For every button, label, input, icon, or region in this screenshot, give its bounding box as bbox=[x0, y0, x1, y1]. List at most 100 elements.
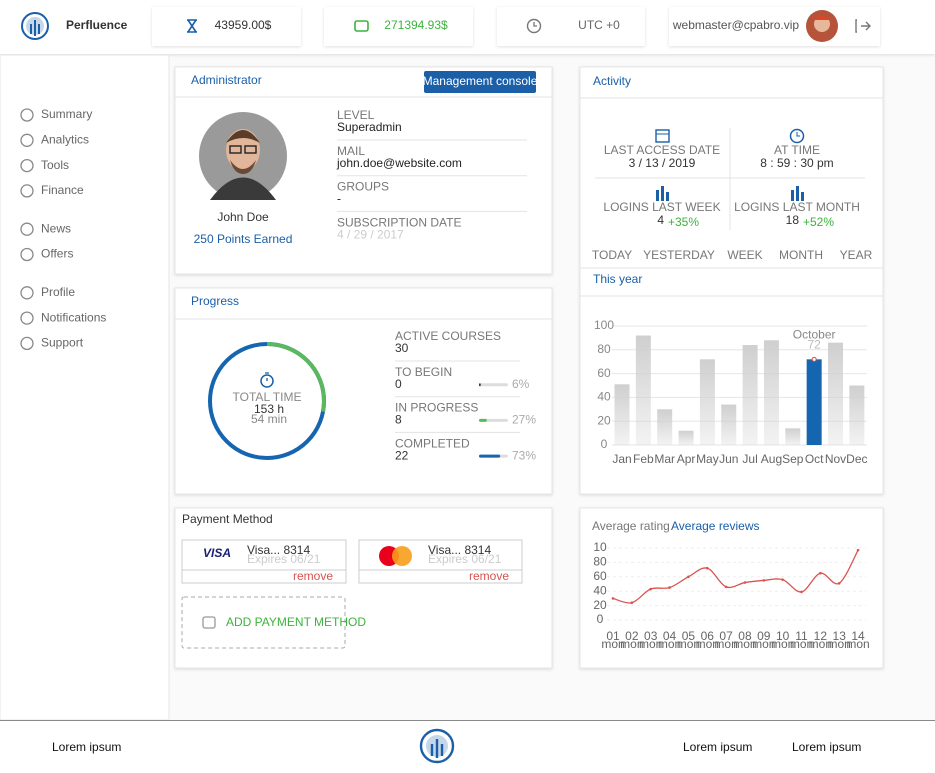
total-sub: 54 min bbox=[251, 412, 287, 426]
point bbox=[837, 581, 841, 585]
nav-item[interactable]: Support bbox=[41, 336, 84, 350]
footer-link[interactable]: Lorem ipsum bbox=[52, 740, 121, 754]
wallet-box bbox=[324, 7, 473, 46]
footer-logo bbox=[419, 728, 455, 764]
x-tick-label: 06 bbox=[701, 629, 715, 643]
card-remove[interactable]: remove bbox=[293, 569, 333, 583]
stat-label: AT TIME bbox=[774, 143, 820, 157]
tab[interactable]: Average rating bbox=[592, 519, 670, 533]
chart-icon bbox=[656, 186, 669, 201]
y-tick-label: 0 bbox=[597, 612, 604, 626]
footer bbox=[0, 720, 935, 768]
y-tick-label: 80 bbox=[593, 555, 607, 569]
x-tick-label: 09 bbox=[757, 629, 771, 643]
x-tick-label: 03 bbox=[644, 629, 658, 643]
tab[interactable]: Average reviews bbox=[671, 519, 760, 533]
wallet-icon bbox=[202, 616, 216, 629]
logo[interactable] bbox=[21, 12, 49, 40]
nav-item[interactable]: News bbox=[41, 221, 71, 235]
progress-percent: 6% bbox=[512, 377, 530, 391]
tab[interactable]: TODAY bbox=[592, 248, 632, 262]
tab[interactable]: YESTERDAY bbox=[643, 248, 715, 262]
x-tick-sublabel: mon bbox=[658, 637, 681, 651]
card-expires: Expires 06/21 bbox=[428, 552, 502, 566]
card-logo bbox=[392, 546, 412, 566]
point bbox=[687, 575, 690, 579]
nav-icon bbox=[20, 133, 34, 147]
rating-chart: Average rating Average reviews02040608010… bbox=[592, 519, 870, 651]
brand: Perfluence bbox=[66, 18, 128, 32]
field-label: SUBSCRIPTION DATE bbox=[337, 215, 461, 229]
tab[interactable]: MONTH bbox=[779, 248, 823, 262]
nav-item[interactable]: Analytics bbox=[41, 132, 89, 146]
email[interactable]: webmaster@cpabro.vip bbox=[672, 18, 800, 32]
nav-item[interactable]: Tools bbox=[41, 158, 69, 172]
y-tick-label: 40 bbox=[593, 583, 607, 597]
footer-link[interactable]: Lorem ipsum bbox=[792, 740, 861, 754]
user-avatar[interactable] bbox=[806, 10, 838, 42]
add-payment-label[interactable]: ADD PAYMENT METHOD bbox=[226, 615, 366, 629]
tab[interactable]: WEEK bbox=[727, 248, 762, 262]
x-tick-label: Sep bbox=[782, 452, 804, 466]
x-tick-label: 10 bbox=[776, 629, 790, 643]
x-tick-label: Dec bbox=[846, 452, 867, 466]
bar bbox=[742, 345, 758, 445]
point bbox=[649, 587, 652, 591]
x-tick-label: May bbox=[696, 452, 719, 466]
marker bbox=[811, 356, 817, 362]
nav-item[interactable]: Summary bbox=[41, 107, 92, 121]
clock-icon bbox=[526, 18, 542, 34]
x-tick-sublabel: mon bbox=[771, 637, 794, 651]
tab[interactable]: YEAR bbox=[840, 248, 873, 262]
bar bbox=[721, 404, 737, 445]
add-payment[interactable] bbox=[181, 596, 346, 649]
bar bbox=[657, 409, 673, 445]
stat-value: 0 bbox=[395, 377, 402, 391]
nav-item[interactable]: Notifications bbox=[41, 310, 106, 324]
time-icon bbox=[789, 128, 805, 144]
point bbox=[743, 581, 747, 584]
y-tick-label: 20 bbox=[593, 598, 607, 612]
nav: Summary Analytics Tools Finance News Offers Pr… bbox=[20, 107, 106, 351]
x-tick-sublabel: mon bbox=[601, 637, 624, 651]
stat-label: COMPLETED bbox=[395, 436, 470, 450]
stat-value: 18 bbox=[786, 213, 800, 227]
stat-change: +52% bbox=[803, 215, 834, 229]
nav-item[interactable]: Offers bbox=[41, 247, 73, 261]
x-tick-label: 01 bbox=[606, 629, 620, 643]
x-tick-sublabel: mon bbox=[752, 637, 775, 651]
point bbox=[668, 586, 671, 589]
x-tick-label: 11 bbox=[795, 629, 808, 643]
point bbox=[856, 548, 860, 552]
x-tick-label: Apr bbox=[677, 452, 696, 466]
x-tick-sublabel: mon bbox=[620, 637, 643, 651]
console-button[interactable] bbox=[424, 71, 536, 93]
tooltip-value: 72 bbox=[807, 337, 821, 351]
x-tick-sublabel: mon bbox=[809, 637, 832, 651]
stat-label: LAST ACCESS DATE bbox=[604, 143, 720, 157]
x-tick-label: Aug bbox=[761, 452, 782, 466]
x-tick-label: 12 bbox=[814, 629, 828, 643]
nav-item[interactable]: Finance bbox=[41, 183, 84, 197]
x-tick-sublabel: mon bbox=[828, 637, 851, 651]
card-remove[interactable]: remove bbox=[469, 569, 509, 583]
x-tick-sublabel: mon bbox=[846, 637, 869, 651]
total-label: TOTAL TIME bbox=[233, 390, 302, 404]
nav-item[interactable]: Profile bbox=[41, 285, 75, 299]
progress-panel bbox=[174, 287, 553, 495]
panel-title: Progress bbox=[191, 294, 239, 308]
card[interactable] bbox=[181, 539, 347, 584]
timezone: UTC +0 bbox=[578, 18, 620, 32]
panel-title: Payment Method bbox=[182, 512, 273, 526]
console-button-label[interactable]: Management console bbox=[423, 74, 538, 88]
chart-icon bbox=[791, 186, 804, 201]
logout-icon[interactable] bbox=[855, 19, 871, 33]
bar bbox=[614, 384, 630, 445]
hourglass-icon bbox=[187, 19, 197, 33]
admin-name: John Doe bbox=[217, 210, 269, 224]
stat-label: TO BEGIN bbox=[395, 365, 452, 379]
footer-link[interactable]: Lorem ipsum bbox=[683, 740, 752, 754]
card-number: Visa... 8314 bbox=[428, 543, 491, 557]
